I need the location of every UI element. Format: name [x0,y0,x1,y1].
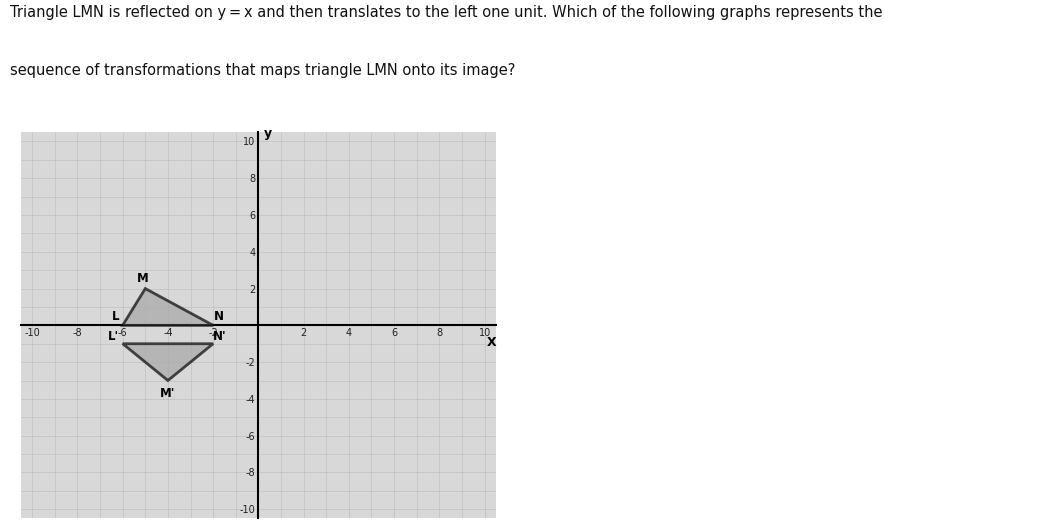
Polygon shape [123,344,213,380]
Text: sequence of transformations that maps triangle LMN onto its image?: sequence of transformations that maps tr… [10,63,516,78]
Text: M: M [137,272,149,285]
Text: L: L [112,311,120,324]
Text: Triangle LMN is reflected on y = x and then translates to the left one unit. Whi: Triangle LMN is reflected on y = x and t… [10,5,883,20]
Text: y: y [264,127,272,140]
Text: N': N' [213,330,227,343]
Text: N: N [214,311,223,324]
Polygon shape [123,288,213,325]
Text: X: X [487,336,496,349]
Text: L': L' [109,330,119,343]
Text: M': M' [160,387,175,400]
